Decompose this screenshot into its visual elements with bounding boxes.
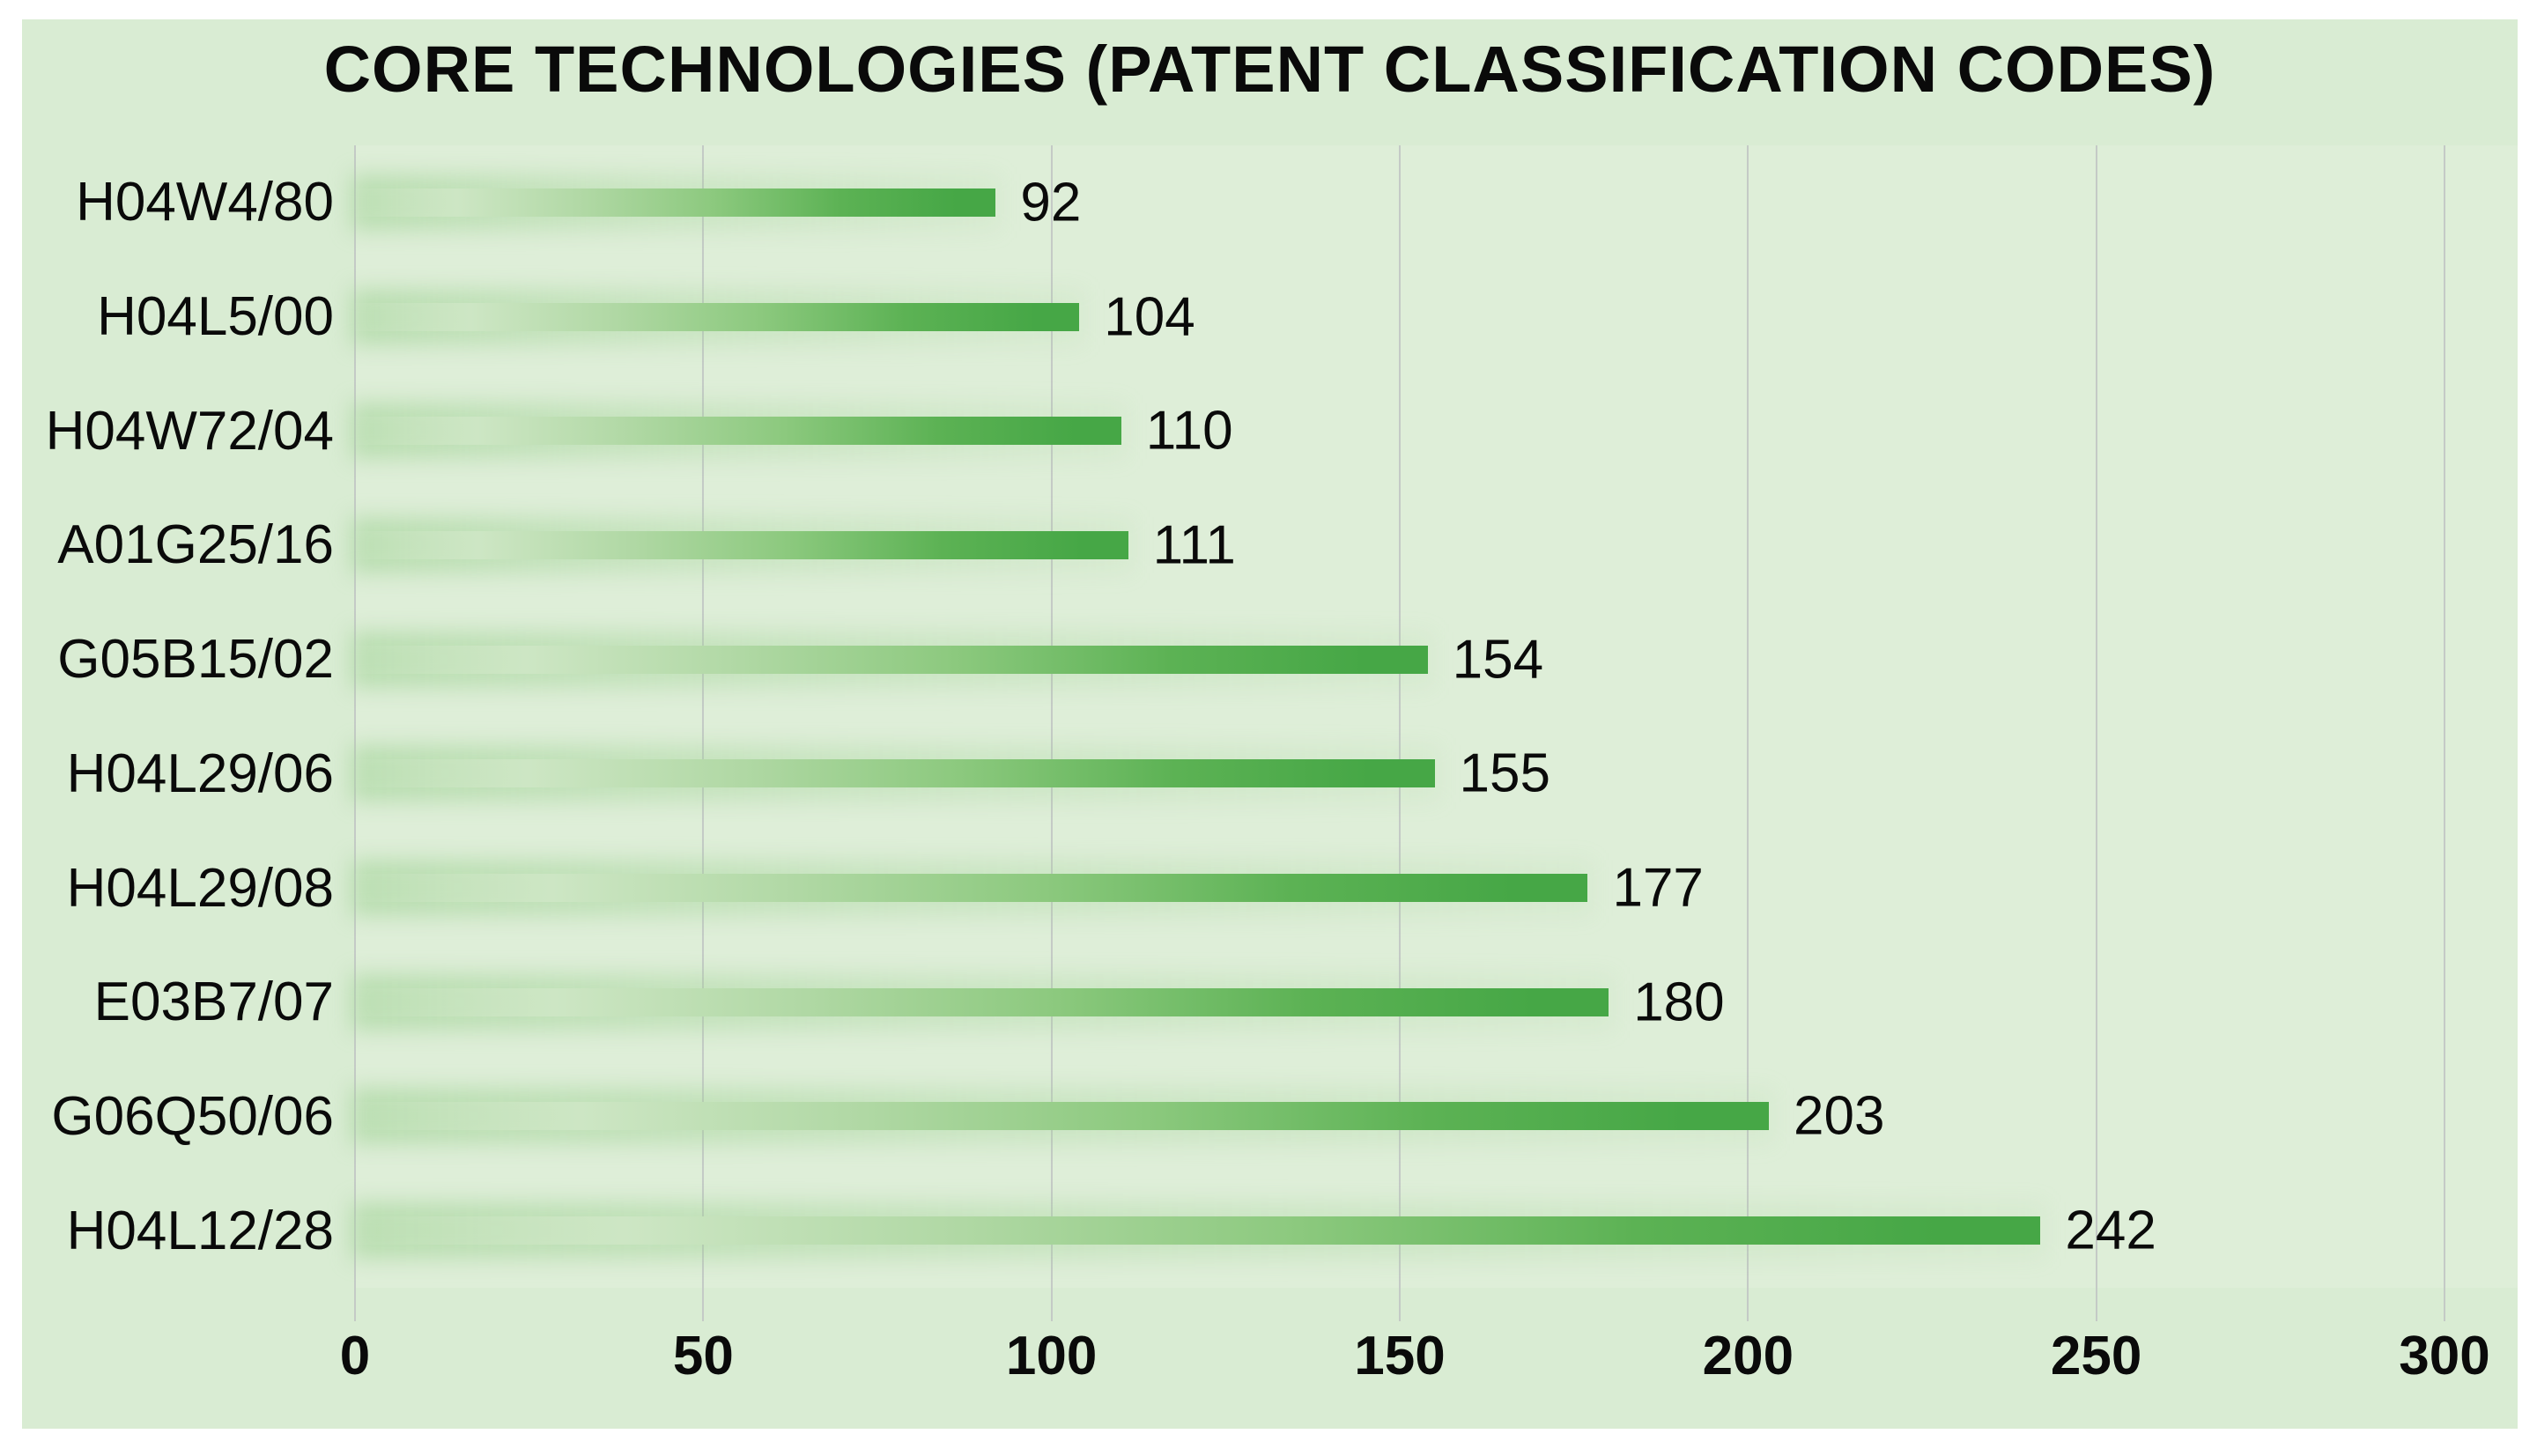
value-label: 180 [1633, 972, 1725, 1033]
bar-track: 242 [351, 1173, 2518, 1288]
bar-row: H04W72/04 110 [22, 373, 2518, 488]
x-axis-tick-labels: 0 50 100 150 200 250 300 [340, 1325, 2518, 1404]
bar-fill [355, 1102, 1770, 1131]
value-label: 92 [1020, 172, 1082, 233]
category-label: H04W72/04 [45, 400, 334, 462]
value-label: 104 [1104, 286, 1195, 348]
bar [351, 288, 1085, 345]
category-label: H04L29/06 [66, 743, 334, 804]
x-axis-tick-label: 300 [2399, 1326, 2490, 1386]
bar-track: 110 [351, 373, 2518, 488]
x-axis-tick-label: 100 [1005, 1326, 1098, 1386]
bar-row: H04L5/00 104 [22, 260, 2518, 374]
bar-track: 154 [351, 602, 2518, 717]
value-label: 177 [1612, 857, 1704, 919]
bar [351, 973, 1615, 1031]
bar-track: 111 [351, 488, 2518, 602]
bar [351, 1088, 1775, 1145]
bar-track: 104 [351, 260, 2518, 374]
category-label: G05B15/02 [57, 629, 334, 691]
category-label: A01G25/16 [57, 514, 334, 576]
bar-rows: H04W4/80 92 H04L5/00 104 H04W72/04 110 A01G25/… [22, 145, 2518, 1288]
bar-track: 177 [351, 831, 2518, 945]
value-label: 242 [2065, 1200, 2156, 1261]
bar-row: H04L29/06 155 [22, 717, 2518, 831]
bar [351, 516, 1134, 573]
category-label: E03B7/07 [93, 972, 334, 1033]
bar-fill [355, 530, 1128, 559]
value-label: 110 [1145, 400, 1233, 462]
bar-track: 155 [351, 717, 2518, 831]
bar-row: G05B15/02 154 [22, 602, 2518, 717]
bar-row: G06Q50/06 203 [22, 1060, 2518, 1174]
x-axis-tick-label: 0 [339, 1326, 371, 1386]
bar-track: 92 [351, 145, 2518, 260]
x-axis-tick-label: 250 [2050, 1326, 2142, 1386]
bar-row: A01G25/16 111 [22, 488, 2518, 602]
bar-row: H04L12/28 242 [22, 1173, 2518, 1288]
value-label: 203 [1794, 1085, 1885, 1147]
x-axis-tick-label: 150 [1354, 1326, 1446, 1386]
chart-title: CORE TECHNOLOGIES (PATENT CLASSIFICATION… [323, 33, 2216, 106]
value-label: 155 [1459, 743, 1550, 804]
bar-row: H04W4/80 92 [22, 145, 2518, 260]
bar-row: H04L29/08 177 [22, 831, 2518, 945]
chart-panel: CORE TECHNOLOGIES (PATENT CLASSIFICATION… [22, 19, 2518, 1429]
bar [351, 174, 1002, 231]
bar-fill [355, 302, 1080, 331]
bar [351, 745, 1440, 802]
bar-fill [355, 987, 1609, 1016]
value-label: 154 [1452, 629, 1544, 691]
category-label: H04L29/08 [66, 857, 334, 919]
bar-fill [355, 645, 1428, 674]
bar [351, 1202, 2046, 1260]
bar-fill [355, 759, 1435, 788]
x-axis-tick-label: 50 [672, 1326, 734, 1386]
bar-track: 180 [351, 945, 2518, 1060]
category-label: G06Q50/06 [51, 1085, 334, 1147]
bar [351, 631, 1433, 688]
bar-fill [355, 1216, 2041, 1245]
x-axis-tick-label: 200 [1702, 1326, 1794, 1386]
category-label: H04L5/00 [97, 286, 334, 348]
bar-fill [355, 188, 996, 217]
category-label: H04L12/28 [66, 1200, 334, 1261]
category-label: H04W4/80 [76, 172, 334, 233]
bar-row: E03B7/07 180 [22, 945, 2518, 1060]
bar [351, 860, 1594, 917]
bar-fill [355, 874, 1588, 903]
bar-track: 203 [351, 1060, 2518, 1174]
bar-fill [355, 417, 1121, 446]
bar [351, 403, 1127, 460]
value-label: 111 [1152, 514, 1236, 576]
